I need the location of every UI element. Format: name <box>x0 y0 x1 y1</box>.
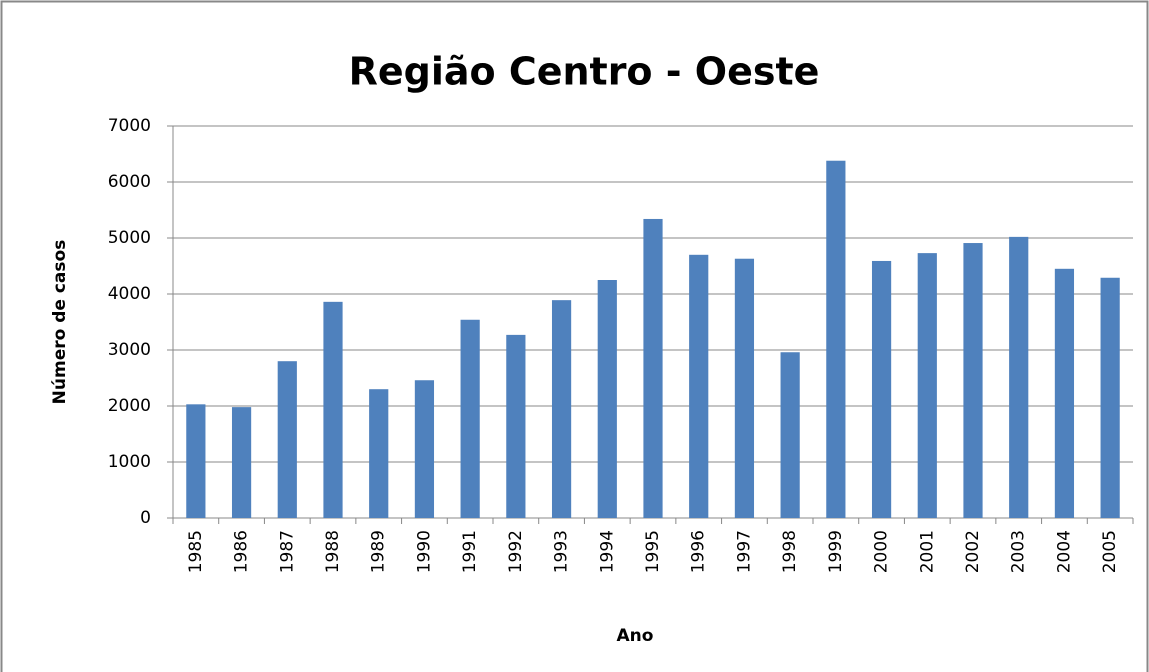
bar <box>551 300 572 518</box>
x-tick-label: 1987 <box>277 530 297 573</box>
x-tick-label: 1995 <box>643 530 663 573</box>
x-tick-label: 1999 <box>826 530 846 573</box>
y-tick-label: 6000 <box>108 172 151 192</box>
x-tick-label: 1994 <box>597 530 617 573</box>
bar <box>231 407 252 518</box>
y-tick-label: 4000 <box>108 284 151 304</box>
x-tick-label: 2000 <box>872 530 892 573</box>
bar <box>1054 268 1075 518</box>
y-tick-label: 7000 <box>108 116 151 136</box>
bar <box>597 280 617 518</box>
x-tick-label: 1985 <box>186 530 206 573</box>
y-tick-label: 3000 <box>108 340 151 360</box>
bar <box>1009 236 1029 518</box>
x-tick-label: 2005 <box>1100 530 1120 573</box>
x-tick-label: 1990 <box>414 530 434 573</box>
chart-title: Região Centro - Oeste <box>349 50 820 94</box>
bar <box>506 334 526 518</box>
bar <box>780 352 800 518</box>
y-axis-label: Número de casos <box>50 240 70 405</box>
y-tick-label: 0 <box>140 508 151 528</box>
x-tick-label: 2004 <box>1054 530 1074 573</box>
bar <box>186 404 206 518</box>
y-tick-label: 2000 <box>108 396 151 416</box>
bar <box>414 380 435 518</box>
bar <box>323 301 343 518</box>
x-tick-label: 1997 <box>734 530 754 573</box>
y-tick-label: 1000 <box>108 452 151 472</box>
bar <box>917 253 937 518</box>
y-tick-label: 5000 <box>108 228 151 248</box>
bar <box>871 260 892 518</box>
x-tick-label: 1991 <box>460 530 480 573</box>
x-tick-label: 2001 <box>917 530 937 573</box>
x-tick-label: 1988 <box>323 530 343 573</box>
bar <box>643 218 663 518</box>
x-tick-label: 1998 <box>780 530 800 573</box>
x-axis-label: Ano <box>617 626 654 646</box>
bar <box>277 361 297 518</box>
bar <box>460 319 480 518</box>
bar <box>1100 277 1120 518</box>
bar <box>963 243 983 519</box>
x-tick-label: 1989 <box>369 530 389 573</box>
x-tick-label: 1992 <box>506 530 526 573</box>
x-tick-label: 2003 <box>1009 530 1029 573</box>
x-tick-label: 1993 <box>552 530 572 573</box>
bar <box>369 389 389 518</box>
bar <box>734 258 755 518</box>
x-tick-label: 1986 <box>232 530 252 573</box>
x-tick-label: 1996 <box>689 530 709 573</box>
bar <box>689 254 709 519</box>
x-tick-label: 2002 <box>963 530 983 573</box>
bar <box>826 160 846 518</box>
